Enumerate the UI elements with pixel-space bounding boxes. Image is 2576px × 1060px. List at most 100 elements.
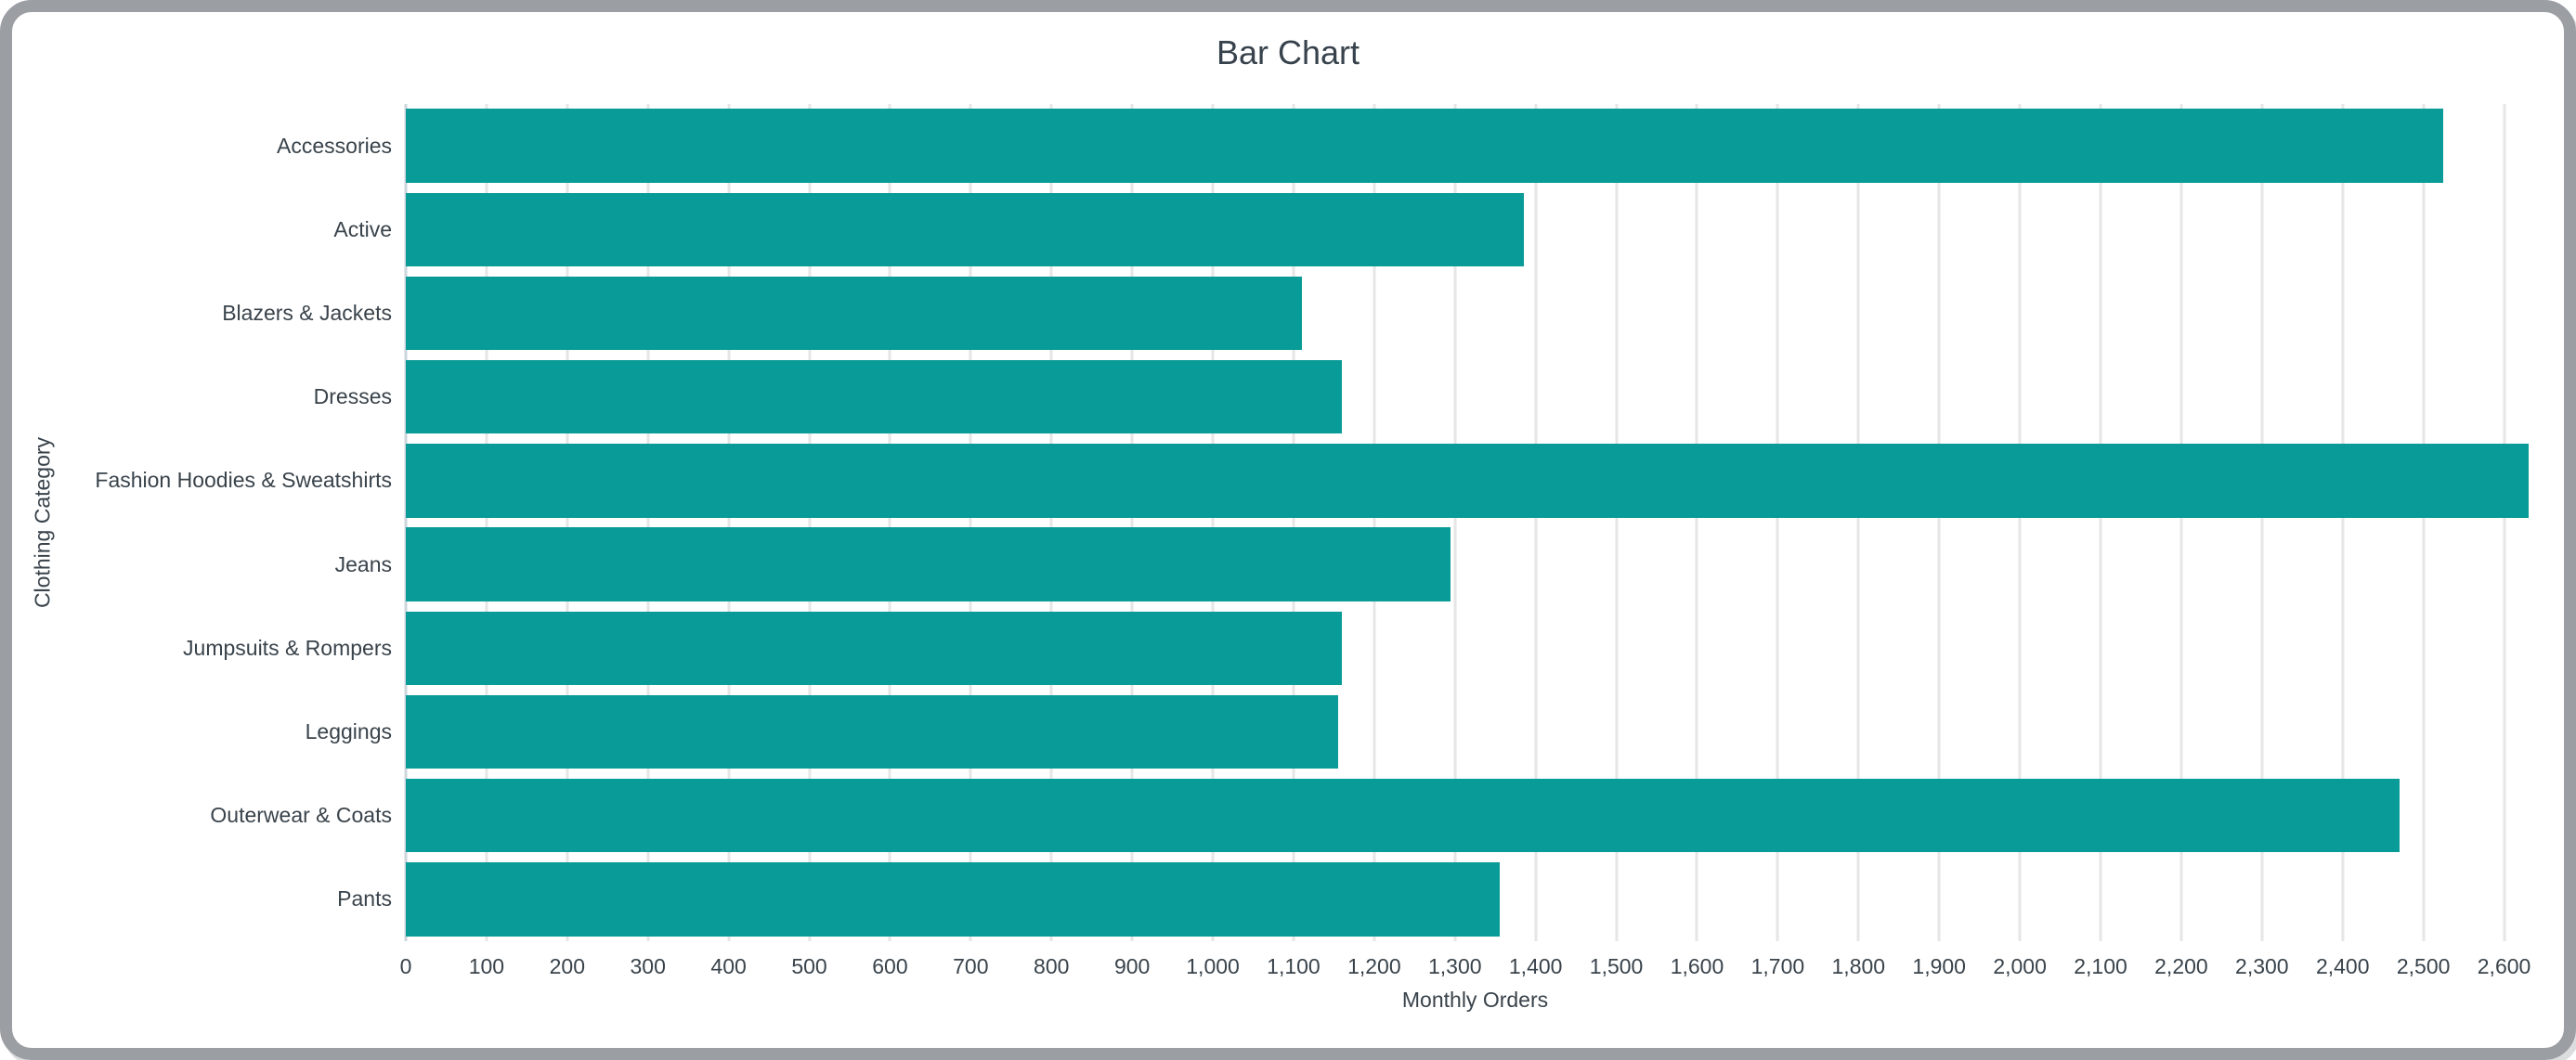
y-axis-labels: Accessories Active Blazers & Jackets Dresse… [0, 104, 392, 941]
category-label: Fashion Hoodies & Sweatshirts [95, 468, 392, 493]
gridline [2341, 104, 2345, 941]
y-label-row: Dresses [0, 355, 392, 439]
x-tick-label: 500 [791, 954, 827, 978]
gridline [969, 104, 972, 941]
x-tick-label: 1,800 [1831, 954, 1886, 978]
bar-fashion-hoodies-sweatshirts[interactable] [406, 444, 2529, 518]
x-axis-title: Monthly Orders [1401, 988, 1549, 1012]
gridline [2422, 104, 2426, 941]
bar-row [406, 606, 2544, 690]
x-tick-label: 2,300 [2235, 954, 2289, 978]
bar-outerwear-coats[interactable] [406, 779, 2400, 853]
gridline [1292, 104, 1295, 941]
x-tick-label: 2,400 [2315, 954, 2370, 978]
bar-blazers-jackets[interactable] [406, 276, 1302, 351]
gridline [1130, 104, 1134, 941]
y-label-row: Fashion Hoodies & Sweatshirts [0, 439, 392, 523]
gridline [2099, 104, 2102, 941]
gridline [1453, 104, 1457, 941]
bar-jeans[interactable] [406, 527, 1451, 601]
gridline [1615, 104, 1619, 941]
category-label: Pants [337, 886, 392, 911]
gridline [1534, 104, 1538, 941]
gridline [2503, 104, 2506, 941]
y-label-row: Active [0, 187, 392, 271]
y-label-row: Pants [0, 858, 392, 941]
y-label-row: Outerwear & Coats [0, 774, 392, 858]
gridline [485, 104, 488, 941]
bar-accessories[interactable] [406, 109, 2444, 183]
category-label: Active [333, 216, 392, 241]
x-tick-label: 1,000 [1186, 954, 1240, 978]
bar-row [406, 187, 2544, 271]
x-tick-label: 1,200 [1347, 954, 1401, 978]
y-label-row: Blazers & Jackets [0, 271, 392, 355]
y-label-row: Leggings [0, 690, 392, 773]
x-tick-label: 2,600 [2477, 954, 2531, 978]
bar-row [406, 439, 2544, 523]
gridline [808, 104, 812, 941]
x-tick-label: 2,000 [1993, 954, 2047, 978]
bar-row [406, 523, 2544, 606]
bar-active[interactable] [406, 192, 1524, 266]
gridline [727, 104, 731, 941]
x-tick-label: 2,500 [2396, 954, 2451, 978]
gridline [566, 104, 569, 941]
gridline [2018, 104, 2022, 941]
zero-gridline [404, 104, 408, 941]
gridline [2260, 104, 2264, 941]
x-tick-label: 0 [399, 954, 412, 978]
x-tick-label: 900 [1113, 954, 1151, 978]
x-tick-label: 700 [953, 954, 989, 978]
gridline [1937, 104, 1941, 941]
bar-dresses[interactable] [406, 360, 1343, 434]
bar-row [406, 104, 2544, 187]
x-tick-label: 800 [1034, 954, 1070, 978]
bar-row [406, 858, 2544, 941]
category-label: Jeans [334, 551, 392, 576]
gridline [1776, 104, 1779, 941]
x-tick-label: 2,100 [2074, 954, 2127, 978]
x-tick-label: 1,600 [1670, 954, 1724, 978]
x-tick-label: 400 [710, 954, 747, 978]
bar-row [406, 690, 2544, 773]
bars-container [406, 104, 2544, 941]
category-label: Jumpsuits & Rompers [183, 635, 392, 660]
gridline [888, 104, 891, 941]
x-tick-label: 300 [630, 954, 666, 978]
bar-leggings[interactable] [406, 694, 1338, 769]
gridline [2179, 104, 2183, 941]
x-axis-ticks: 0 100 200 300 400 500 600 700 800 900 1,000 1,100 1,… [400, 954, 2544, 984]
plot-area [404, 104, 2544, 941]
category-label: Leggings [305, 719, 392, 744]
x-tick-label: 1,100 [1267, 954, 1321, 978]
category-label: Blazers & Jackets [222, 301, 392, 325]
x-tick-label: 2,200 [2154, 954, 2208, 978]
x-tick-label: 1,500 [1589, 954, 1644, 978]
chart-title: Bar Chart [1216, 33, 1360, 71]
x-tick-label: 1,700 [1750, 954, 1805, 978]
bar-jumpsuits-rompers[interactable] [406, 611, 1343, 685]
gridline [1695, 104, 1698, 941]
gridline [1211, 104, 1215, 941]
x-tick-label: 1,900 [1912, 954, 1966, 978]
y-label-row: Accessories [0, 104, 392, 187]
category-label: Accessories [277, 133, 392, 158]
category-label: Outerwear & Coats [210, 803, 392, 828]
y-label-row: Jeans [0, 523, 392, 606]
x-tick-label: 200 [549, 954, 585, 978]
x-tick-label: 1,400 [1508, 954, 1563, 978]
category-label: Dresses [313, 384, 392, 409]
bar-pants[interactable] [406, 862, 1500, 937]
gridline [1049, 104, 1053, 941]
bar-row [406, 774, 2544, 858]
gridline [1856, 104, 1860, 941]
x-tick-label: 600 [872, 954, 908, 978]
bar-row [406, 355, 2544, 439]
y-label-row: Jumpsuits & Rompers [0, 606, 392, 690]
gridline [646, 104, 650, 941]
x-tick-label: 1,300 [1427, 954, 1482, 978]
gridline [1373, 104, 1376, 941]
x-tick-label: 100 [468, 954, 505, 978]
bar-row [406, 271, 2544, 355]
